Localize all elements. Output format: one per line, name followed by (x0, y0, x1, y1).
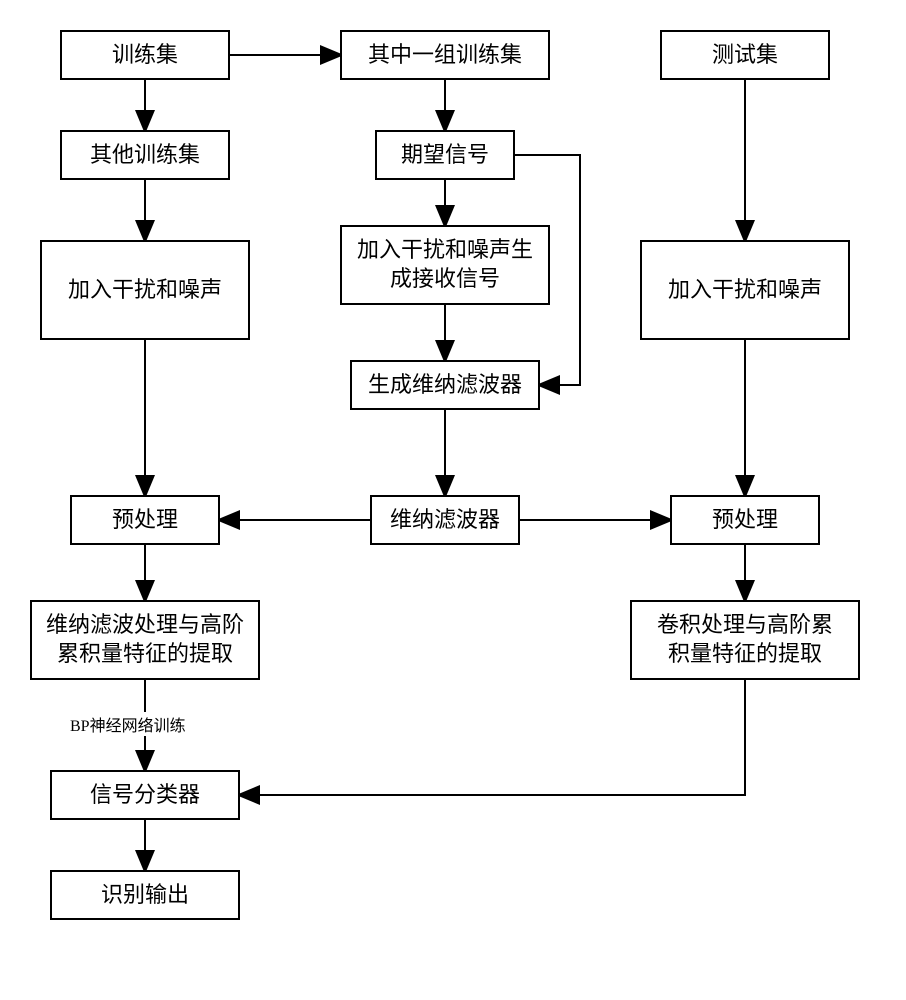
node-n3: 测试集 (660, 30, 830, 80)
node-n1: 训练集 (60, 30, 230, 80)
node-n9: 生成维纳滤波器 (350, 360, 540, 410)
node-n10: 预处理 (70, 495, 220, 545)
node-n15: 信号分类器 (50, 770, 240, 820)
node-n6: 加入干扰和噪声 (40, 240, 250, 340)
node-n11: 维纳滤波器 (370, 495, 520, 545)
node-n2: 其中一组训练集 (340, 30, 550, 80)
node-n12: 预处理 (670, 495, 820, 545)
edge-n14-n15 (240, 680, 745, 795)
node-n4: 其他训练集 (60, 130, 230, 180)
node-n14: 卷积处理与高阶累积量特征的提取 (630, 600, 860, 680)
node-n16: 识别输出 (50, 870, 240, 920)
node-n5: 期望信号 (375, 130, 515, 180)
node-n7: 加入干扰和噪声生成接收信号 (340, 225, 550, 305)
node-n8: 加入干扰和噪声 (640, 240, 850, 340)
flowchart-canvas: 训练集 其中一组训练集 测试集其他训练集 期望信号加入干扰和噪声 加入干扰和噪声生成接收… (0, 0, 906, 1000)
node-n13: 维纳滤波处理与高阶累积量特征的提取 (30, 600, 260, 680)
edge-label-e_bp: BP神经网络训练 (70, 712, 186, 736)
